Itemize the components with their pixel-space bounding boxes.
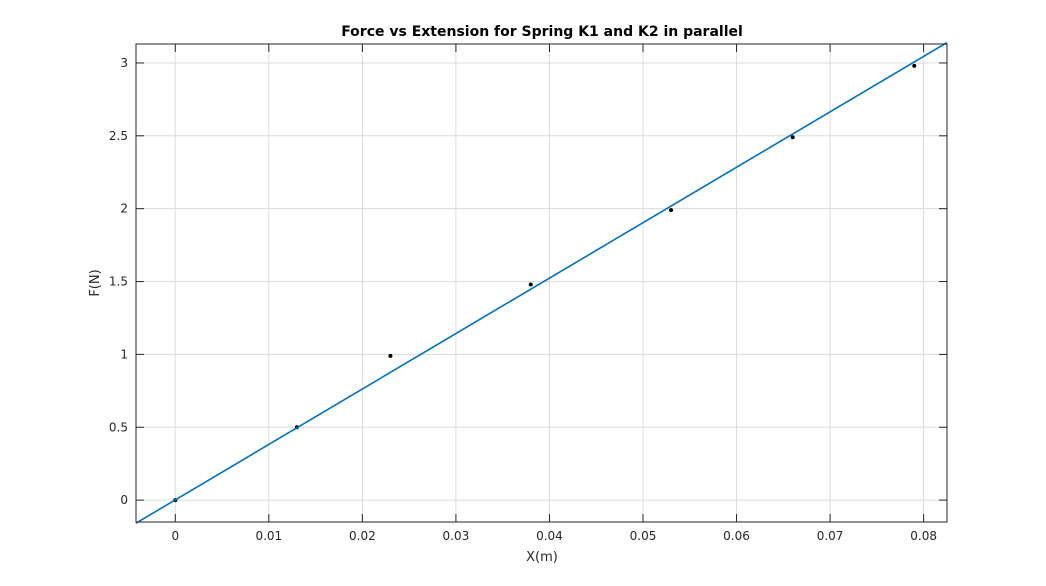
x-axis-label: X(m): [526, 550, 558, 565]
ticks: 0 0.01 0.02 0.03 0.04 0.05 0.06 0.07 0.08 0 0.5 1 1.…: [109, 44, 947, 543]
x-tick-label: 0.04: [536, 529, 563, 543]
plot-data: [135, 41, 948, 524]
y-tick-label: 1: [120, 347, 128, 361]
y-tick-label: 2.5: [109, 129, 128, 143]
data-point: [790, 135, 795, 140]
y-axis-label: F(N): [88, 269, 103, 296]
y-tick-label: 0.5: [109, 420, 128, 434]
x-tick-label: 0.06: [723, 529, 750, 543]
fit-line: [135, 41, 948, 524]
x-tick-label: 0.02: [349, 529, 376, 543]
data-point: [528, 282, 533, 287]
y-tick-label: 3: [120, 56, 128, 70]
x-tick-label: 0.08: [910, 529, 937, 543]
y-tick-label: 0: [120, 493, 128, 507]
x-tick-label: 0.01: [255, 529, 282, 543]
chart-title: Force vs Extension for Spring K1 and K2 …: [341, 24, 743, 40]
x-tick-label: 0.03: [443, 529, 470, 543]
data-point: [388, 353, 393, 358]
x-tick-label: 0: [171, 529, 179, 543]
grid: [136, 44, 947, 522]
data-point: [912, 63, 917, 68]
y-tick-label: 2: [120, 202, 128, 216]
y-tick-label: 1.5: [109, 275, 128, 289]
plot-area-frame: [135, 43, 948, 523]
x-tick-label: 0.05: [630, 529, 657, 543]
x-tick-label: 0.07: [817, 529, 844, 543]
data-point: [669, 208, 674, 213]
